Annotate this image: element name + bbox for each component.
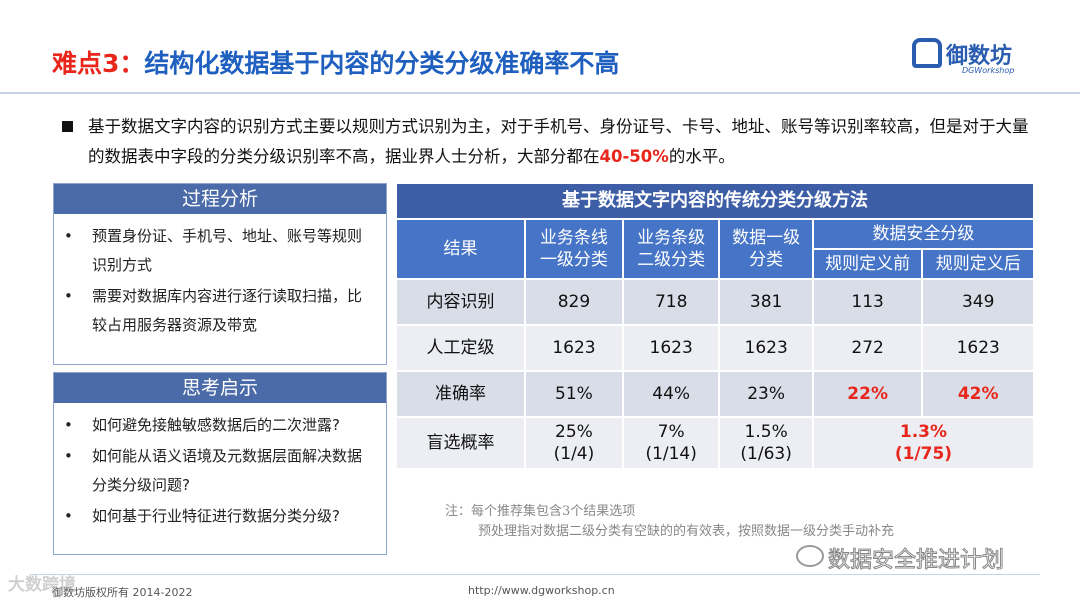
panel: 过程分析 预置身份证、手机号、地址、账号等规则识别方式需要对数据库内容进行逐行读… bbox=[53, 183, 387, 365]
logo-icon bbox=[912, 38, 942, 68]
header-rule bbox=[0, 92, 1080, 94]
panel-item: 如何基于行业特征进行数据分类分级? bbox=[64, 502, 376, 531]
row-label: 盲选概率 bbox=[397, 418, 524, 468]
url: http://www.dgworkshop.cn bbox=[468, 584, 615, 597]
title-prefix: 难点3： bbox=[52, 49, 145, 78]
cell: 1623 bbox=[623, 326, 719, 370]
cell: 1.5% (1/63) bbox=[720, 418, 812, 468]
panel-item: 如何能从语义语境及元数据层面解决数据分类分级问题? bbox=[64, 442, 376, 500]
table-header: 数据一级 分类 bbox=[720, 220, 812, 278]
intro-text: 的水平。 bbox=[668, 147, 735, 166]
title: 难点3：结构化数据基于内容的分类分级准确率不高 bbox=[52, 44, 619, 80]
table-header: 结果 bbox=[397, 220, 524, 278]
table: 基于数据文字内容的传统分类分级方法 结果 业务条线 一级分类 业务条级 二级分类 数据… bbox=[395, 182, 1035, 470]
panel-item: 预置身份证、手机号、地址、账号等规则识别方式 bbox=[64, 222, 376, 280]
row-label: 人工定级 bbox=[397, 326, 524, 370]
title-text: 结构化数据基于内容的分类分级准确率不高 bbox=[144, 49, 620, 78]
panel-title: 过程分析 bbox=[54, 184, 386, 214]
table-header: 业务条级 二级分类 bbox=[623, 220, 719, 278]
table-subheader: 规则定义后 bbox=[923, 250, 1033, 278]
row-label: 准确率 bbox=[397, 372, 524, 416]
note: 注：每个推荐集包含3个结果选项 bbox=[445, 504, 636, 519]
panel: 思考启示 如何避免接触敏感数据后的二次泄露?如何能从语义语境及元数据层面解决数据… bbox=[53, 372, 387, 555]
cell: 1.3% (1/75) bbox=[813, 418, 1033, 468]
cell: 25% (1/4) bbox=[525, 418, 622, 468]
cell: 42% bbox=[923, 372, 1033, 416]
cell: 44% bbox=[623, 372, 719, 416]
table-subheader: 规则定义前 bbox=[813, 250, 922, 278]
table-header: 数据安全分级 bbox=[813, 220, 1033, 248]
panel-title: 思考启示 bbox=[54, 373, 386, 403]
cell: 51% bbox=[525, 372, 622, 416]
intro-highlight: 40-50% bbox=[599, 147, 669, 166]
logo-sub: DGWorkshop bbox=[962, 66, 1015, 75]
cell: 23% bbox=[720, 372, 812, 416]
table-header: 业务条线 一级分类 bbox=[525, 220, 622, 278]
intro-text: 基于数据文字内容的识别方式主要以规则方式识别为主，对于手机号、身份证号、卡号、地… bbox=[88, 117, 1029, 166]
copyright: 御数坊版权所有 2014-2022 bbox=[52, 586, 193, 599]
row-label: 内容识别 bbox=[397, 280, 524, 324]
note: 预处理指对数据二级分类有空缺的的有效表，按照数据一级分类手动补充 bbox=[478, 524, 895, 539]
watermark: 数据安全推进计划 bbox=[827, 548, 1005, 574]
watermark: 大数跨境 bbox=[8, 575, 76, 595]
cell: 829 bbox=[525, 280, 622, 324]
wechat-icon bbox=[796, 545, 824, 567]
footer-rule bbox=[30, 574, 1040, 575]
table-title: 基于数据文字内容的传统分类分级方法 bbox=[397, 184, 1033, 218]
panel-item: 如何避免接触敏感数据后的二次泄露? bbox=[64, 411, 376, 440]
intro: 基于数据文字内容的识别方式主要以规则方式识别为主，对于手机号、身份证号、卡号、地… bbox=[88, 112, 1038, 172]
cell: 1623 bbox=[525, 326, 622, 370]
cell: 381 bbox=[720, 280, 812, 324]
cell: 272 bbox=[813, 326, 922, 370]
panel-item: 需要对数据库内容进行逐行读取扫描，比较占用服务器资源及带宽 bbox=[64, 282, 376, 340]
cell: 113 bbox=[813, 280, 922, 324]
cell: 1623 bbox=[923, 326, 1033, 370]
cell: 718 bbox=[623, 280, 719, 324]
cell: 1623 bbox=[720, 326, 812, 370]
cell: 7% (1/14) bbox=[623, 418, 719, 468]
logo-name: 御数坊 bbox=[946, 44, 1013, 69]
cell: 349 bbox=[923, 280, 1033, 324]
bullet bbox=[62, 121, 73, 132]
cell: 22% bbox=[813, 372, 922, 416]
